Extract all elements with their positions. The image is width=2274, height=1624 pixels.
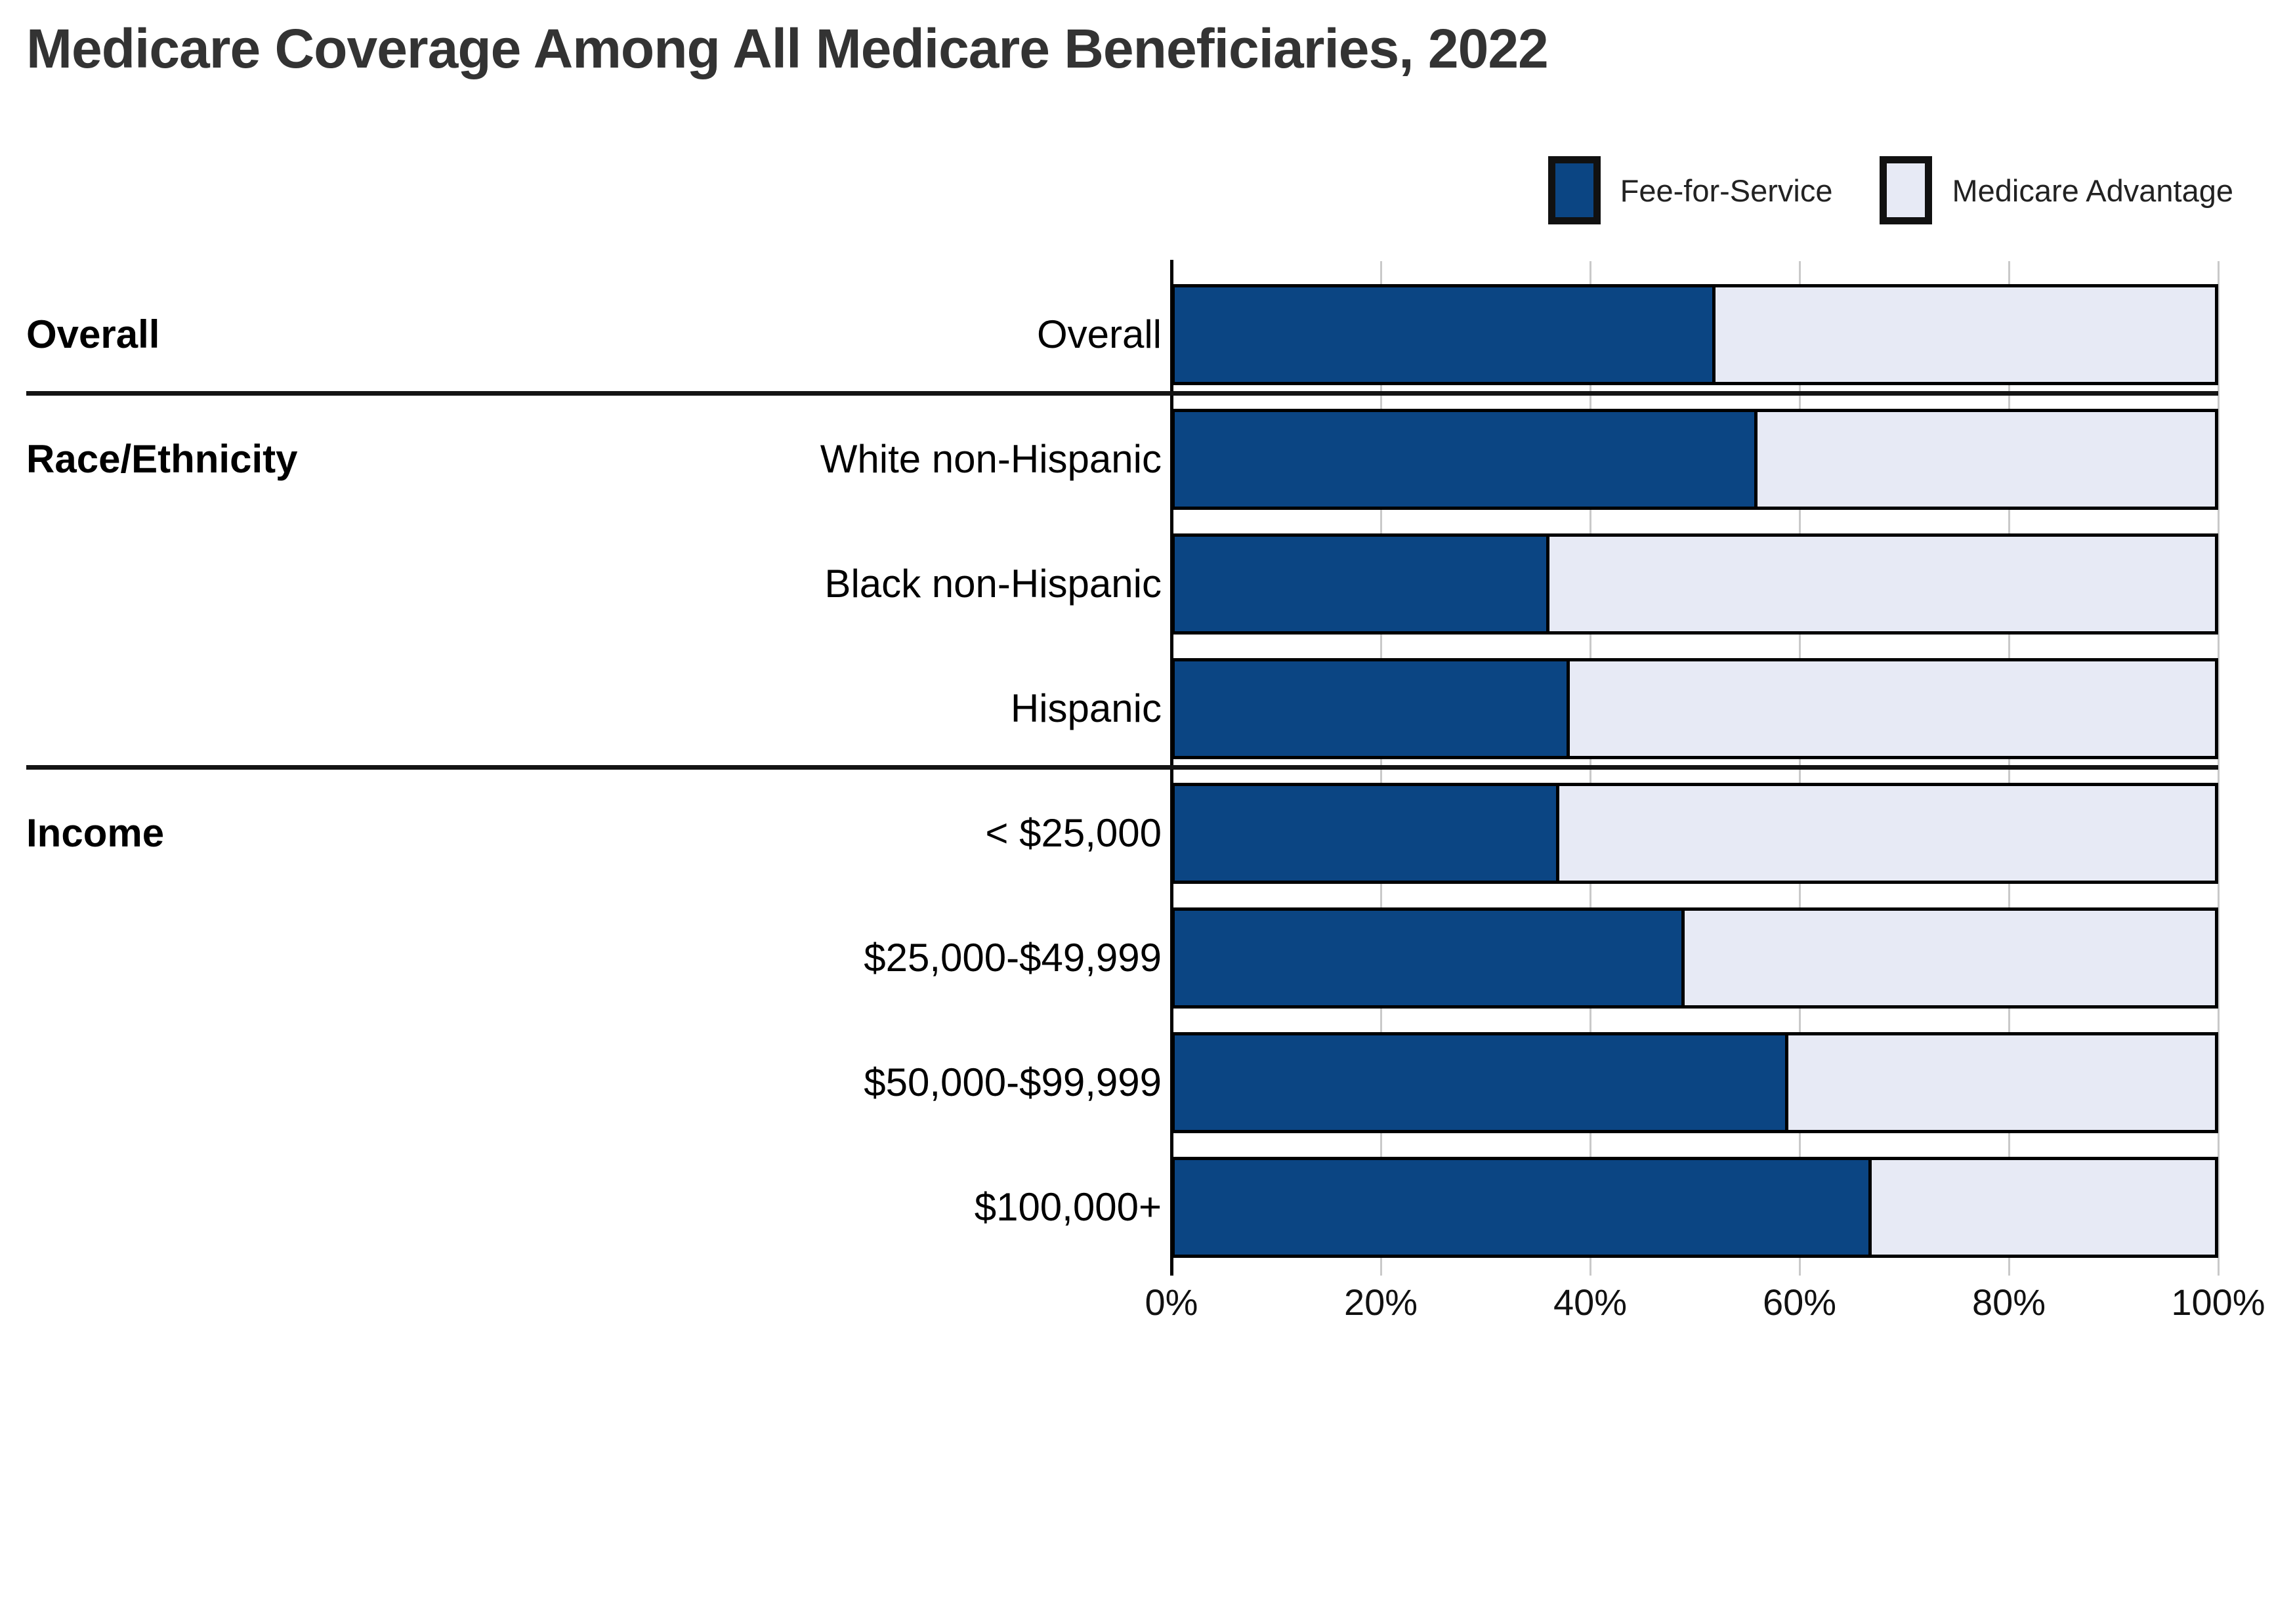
chart-title: Medicare Coverage Among All Medicare Ben… — [26, 18, 1549, 79]
bar-segment-medicare-advantage — [1716, 287, 2215, 382]
legend-label-medicare-advantage: Medicare Advantage — [1952, 173, 2233, 208]
group-divider — [26, 765, 2218, 770]
bar-segment-fee-for-service — [1175, 661, 1570, 756]
group-label: Overall — [26, 312, 160, 356]
bar-segment-fee-for-service — [1175, 1035, 1789, 1130]
bar-segment-fee-for-service — [1175, 287, 1716, 382]
bar-segment-medicare-advantage — [1788, 1035, 2215, 1130]
row-label: White non-Hispanic — [820, 437, 1162, 481]
bar-row — [1171, 1157, 2218, 1258]
group-label: Race/Ethnicity — [26, 437, 298, 481]
bar-segment-medicare-advantage — [1570, 661, 2215, 756]
bar-row — [1171, 533, 2218, 635]
chart-legend: Fee-for-Service Medicare Advantage — [1548, 156, 2233, 224]
bar-segment-medicare-advantage — [1549, 537, 2215, 631]
gridline — [2217, 261, 2220, 1276]
legend-swatch-fee-for-service — [1548, 156, 1601, 224]
legend-swatch-medicare-advantage — [1880, 156, 1933, 224]
row-label: $50,000-$99,999 — [864, 1060, 1162, 1104]
bar-segment-medicare-advantage — [1559, 786, 2215, 881]
row-label: $100,000+ — [974, 1185, 1162, 1229]
bar-segment-medicare-advantage — [1684, 911, 2215, 1005]
row-label: Black non-Hispanic — [824, 562, 1162, 606]
bar-segment-fee-for-service — [1175, 786, 1560, 881]
x-tick-label: 20% — [1343, 1281, 1418, 1323]
bar-row — [1171, 1032, 2218, 1133]
bar-segment-fee-for-service — [1175, 412, 1758, 507]
bar-row — [1171, 658, 2218, 759]
row-label: $25,000-$49,999 — [864, 936, 1162, 980]
group-label: Income — [26, 811, 165, 855]
x-tick-label: 60% — [1762, 1281, 1837, 1323]
x-tick-label: 0% — [1145, 1281, 1198, 1323]
bar-segment-medicare-advantage — [1871, 1160, 2215, 1255]
bar-row — [1171, 409, 2218, 510]
x-tick-label: 80% — [1971, 1281, 2046, 1323]
bar-segment-fee-for-service — [1175, 537, 1549, 631]
row-label: Hispanic — [1010, 686, 1162, 730]
bar-row — [1171, 907, 2218, 1009]
x-tick-label: 100% — [2171, 1281, 2265, 1323]
group-divider — [26, 391, 2218, 396]
row-label: Overall — [1036, 312, 1162, 356]
legend-label-fee-for-service: Fee-for-Service — [1620, 173, 1833, 208]
bar-row — [1171, 783, 2218, 884]
bar-segment-medicare-advantage — [1757, 412, 2215, 507]
bar-row — [1171, 284, 2218, 385]
bar-segment-fee-for-service — [1175, 1160, 1872, 1255]
x-tick-label: 40% — [1553, 1281, 1628, 1323]
bar-segment-fee-for-service — [1175, 911, 1685, 1005]
row-label: < $25,000 — [985, 811, 1162, 855]
